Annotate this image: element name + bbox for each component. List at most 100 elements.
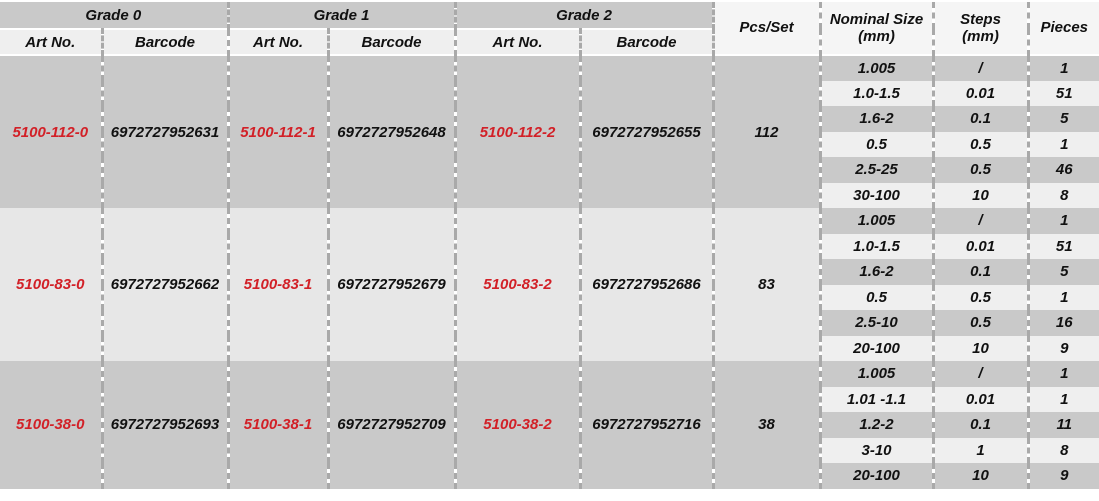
- nominal-size-cell: 1.005: [818, 208, 933, 234]
- product-spec-table: Grade 0 Grade 1 Grade 2 Pcs/Set Nominal …: [0, 2, 1099, 489]
- steps-cell: 0.1: [931, 412, 1028, 438]
- pcs-set-header: Pcs/Set: [711, 2, 820, 56]
- art-no-cell: 5100-112-2: [453, 55, 580, 208]
- size-row: 20-100 10 9: [0, 463, 1099, 489]
- art-no-header: Art No.: [0, 29, 102, 56]
- pieces-cell: 8: [1026, 182, 1099, 208]
- pieces-cell: 1: [1026, 386, 1099, 412]
- size-row: 1.6-2 0.1 5: [0, 259, 1099, 285]
- nominal-size-cell: 20-100: [818, 463, 933, 489]
- art-no-cell: 5100-38-0: [0, 361, 102, 489]
- steps-cell: 0.01: [931, 386, 1028, 412]
- pieces-header: Pieces: [1026, 2, 1099, 56]
- pieces-cell: 46: [1026, 157, 1099, 183]
- barcode-cell: 6972727952648: [326, 55, 455, 208]
- pieces-cell: 1: [1026, 131, 1099, 157]
- grade-header-row: Grade 0 Grade 1 Grade 2 Pcs/Set Nominal …: [0, 2, 1099, 56]
- steps-header: Steps (mm): [931, 2, 1028, 56]
- barcode-cell: 6972727952655: [578, 55, 713, 208]
- nominal-size-header-line1: Nominal Size: [829, 10, 924, 28]
- barcode-cell: 6972727952693: [100, 361, 228, 489]
- size-row: 0.5 0.5 1: [0, 131, 1099, 157]
- size-row: 5100-38-0 6972727952693 5100-38-1 697272795…: [0, 361, 1099, 489]
- steps-cell: 10: [931, 182, 1028, 208]
- barcode-cell: 6972727952631: [100, 55, 228, 208]
- art-no-cell: 5100-38-2: [453, 361, 580, 489]
- size-row: 5100-112-0 6972727952631 5100-112-1 6972727…: [0, 55, 1099, 208]
- art-no-cell: 5100-112-1: [226, 55, 328, 208]
- steps-cell: /: [931, 55, 1028, 81]
- pieces-cell: 11: [1026, 412, 1099, 438]
- barcode-header: Barcode: [100, 29, 228, 56]
- nominal-size-cell: 2.5-25: [818, 157, 933, 183]
- size-row: 0.5 0.5 1: [0, 284, 1099, 310]
- pcs-set-cell: 83: [711, 208, 820, 361]
- art-no-header: Art No.: [453, 29, 580, 56]
- nominal-size-cell: 3-10: [818, 437, 933, 463]
- art-no-cell: 5100-83-1: [226, 208, 328, 361]
- nominal-size-header-line2: (mm): [858, 28, 895, 45]
- steps-cell: 1: [931, 437, 1028, 463]
- pieces-cell: 5: [1026, 106, 1099, 132]
- nominal-size-cell: 1.6-2: [818, 259, 933, 285]
- nominal-size-cell: 20-100: [818, 335, 933, 361]
- steps-cell: 10: [931, 335, 1028, 361]
- barcode-cell: 6972727952662: [100, 208, 228, 361]
- pieces-cell: 9: [1026, 335, 1099, 361]
- steps-cell: 10: [931, 463, 1028, 489]
- pieces-cell: 8: [1026, 437, 1099, 463]
- pieces-cell: 9: [1026, 463, 1099, 489]
- barcode-header: Barcode: [578, 29, 713, 56]
- nominal-size-header: Nominal Size (mm): [818, 2, 933, 56]
- nominal-size-cell: 1.6-2: [818, 106, 933, 132]
- nominal-size-cell: 1.005: [818, 55, 933, 81]
- nominal-size-cell: 1.2-2: [818, 412, 933, 438]
- art-no-cell: 5100-38-1: [226, 361, 328, 489]
- grade-0-header: Grade 0: [0, 2, 228, 30]
- size-row: 2.5-25 0.5 46: [0, 157, 1099, 183]
- steps-cell: 0.5: [931, 310, 1028, 336]
- steps-cell: 0.5: [931, 284, 1028, 310]
- grade-2-header: Grade 2: [453, 2, 713, 30]
- pcs-set-cell: 112: [711, 55, 820, 208]
- table-body: 5100-112-0 6972727952631 5100-112-1 6972727…: [0, 55, 1099, 489]
- steps-cell: /: [931, 361, 1028, 387]
- pieces-cell: 1: [1026, 361, 1099, 387]
- nominal-size-cell: 1.005: [818, 361, 933, 387]
- size-row: 1.2-2 0.1 11: [0, 412, 1099, 438]
- size-row: 3-10 1 8: [0, 437, 1099, 463]
- size-row: 1.01 -1.1 0.01 1: [0, 386, 1099, 412]
- steps-cell: 0.5: [931, 131, 1028, 157]
- steps-cell: 0.1: [931, 106, 1028, 132]
- barcode-header: Barcode: [326, 29, 455, 56]
- nominal-size-cell: 2.5-10: [818, 310, 933, 336]
- pieces-cell: 16: [1026, 310, 1099, 336]
- steps-cell: 0.01: [931, 80, 1028, 106]
- nominal-size-cell: 1.0-1.5: [818, 233, 933, 259]
- steps-cell: 0.01: [931, 233, 1028, 259]
- pieces-cell: 51: [1026, 80, 1099, 106]
- nominal-size-cell: 1.01 -1.1: [818, 386, 933, 412]
- grade-1-header: Grade 1: [226, 2, 455, 30]
- art-no-header: Art No.: [226, 29, 328, 56]
- table-header: Grade 0 Grade 1 Grade 2 Pcs/Set Nominal …: [0, 2, 1099, 56]
- pieces-cell: 1: [1026, 55, 1099, 81]
- size-row: 30-100 10 8: [0, 182, 1099, 208]
- size-row: 1.0-1.5 0.01 51: [0, 233, 1099, 259]
- nominal-size-cell: 30-100: [818, 182, 933, 208]
- art-no-cell: 5100-83-2: [453, 208, 580, 361]
- barcode-cell: 6972727952686: [578, 208, 713, 361]
- barcode-cell: 6972727952709: [326, 361, 455, 489]
- steps-cell: 0.5: [931, 157, 1028, 183]
- size-row: 1.0-1.5 0.01 51: [0, 80, 1099, 106]
- barcode-cell: 6972727952716: [578, 361, 713, 489]
- steps-cell: 0.1: [931, 259, 1028, 285]
- steps-cell: /: [931, 208, 1028, 234]
- steps-header-line1: Steps: [960, 10, 1001, 28]
- nominal-size-cell: 1.0-1.5: [818, 80, 933, 106]
- size-row: 1.6-2 0.1 5: [0, 106, 1099, 132]
- nominal-size-cell: 0.5: [818, 284, 933, 310]
- pieces-cell: 5: [1026, 259, 1099, 285]
- pieces-cell: 51: [1026, 233, 1099, 259]
- size-row: 20-100 10 9: [0, 335, 1099, 361]
